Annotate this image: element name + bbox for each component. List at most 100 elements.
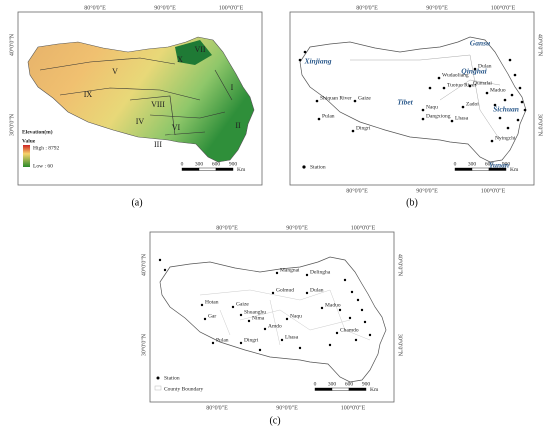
station-dot <box>437 76 441 80</box>
label: 40°0'0"N <box>537 34 544 57</box>
label: Lhasa <box>285 334 299 340</box>
station-dot <box>493 103 497 107</box>
label: Lhasa <box>455 115 469 121</box>
station-dot <box>461 105 465 109</box>
station-dot <box>468 84 472 88</box>
label: Pulan <box>322 113 335 119</box>
station-dot <box>348 316 352 320</box>
label: 900 <box>229 161 238 167</box>
station-dot <box>280 338 284 342</box>
label: Delingha <box>310 269 331 275</box>
label: Km <box>237 167 246 173</box>
legend-dot <box>156 376 160 380</box>
station-dot <box>263 327 267 331</box>
label: Shuanghu <box>244 309 266 315</box>
label: Dangxiong <box>426 113 451 119</box>
label: 600 <box>212 161 221 167</box>
label: Gaize <box>236 301 249 307</box>
station-dot <box>247 319 251 323</box>
station-dot <box>360 308 364 312</box>
panel-a <box>17 11 263 186</box>
label: 600 <box>485 161 494 167</box>
station-dot <box>320 306 324 310</box>
station-dot <box>335 331 339 335</box>
label: Tuotuo River <box>447 82 476 88</box>
label: High : 8792 <box>33 145 60 151</box>
station-dot <box>353 99 357 103</box>
station-dot <box>163 268 167 272</box>
station-dot <box>338 308 342 312</box>
label: Elevation(m) <box>22 128 53 135</box>
station-dot <box>421 117 425 121</box>
station-dot <box>258 348 262 352</box>
color-ramp <box>23 145 30 167</box>
label: Hotan <box>205 299 219 305</box>
label: Chamdo <box>340 327 359 333</box>
label: Maduo <box>325 302 341 308</box>
plateau <box>27 36 255 163</box>
station-dot <box>523 108 527 112</box>
label: 900 <box>362 381 371 387</box>
station-dot <box>305 291 309 295</box>
label: Dulan <box>310 287 324 293</box>
label: 30°0'0"N <box>397 334 404 357</box>
label: Maduo <box>490 87 506 93</box>
label: Low : 60 <box>33 163 53 169</box>
station-dot <box>508 58 512 62</box>
province-boundary <box>350 54 501 141</box>
station-dot <box>421 108 425 112</box>
label: Tibet <box>397 98 413 107</box>
label: Nima <box>252 315 265 321</box>
label: VI <box>172 123 181 132</box>
label: Xinjiang <box>303 57 331 66</box>
station-dot <box>271 291 275 295</box>
station-dot <box>503 98 507 102</box>
label: Golmud <box>276 287 294 293</box>
label: 30°0'0"N <box>8 113 15 136</box>
label: 90°0'0"E <box>276 404 298 411</box>
station-dot <box>328 343 332 347</box>
label: Qinghai <box>461 67 487 76</box>
station-dot <box>516 118 520 122</box>
label: 40°0'0"N <box>8 33 15 56</box>
label: II <box>235 121 241 130</box>
station-dot <box>231 305 235 309</box>
label: 100°0'0"E <box>481 187 506 194</box>
label: 0 <box>314 381 317 387</box>
station-dot <box>473 67 477 71</box>
scale-bar-segment <box>215 167 234 171</box>
label: 80°0'0"E <box>346 187 368 194</box>
label: Mangnai <box>280 267 300 273</box>
legend-swatch <box>154 385 162 391</box>
station-dot <box>450 119 454 123</box>
station-dot <box>158 258 162 262</box>
map-frame <box>149 231 395 403</box>
scale-bar-segment <box>181 167 200 171</box>
label: Pulan <box>216 337 229 343</box>
station-dot <box>510 93 514 97</box>
station-dot <box>285 317 289 321</box>
panel-b <box>289 11 535 186</box>
label: IX <box>84 90 93 99</box>
label: 100°0'0"E <box>351 224 376 231</box>
label: 300 <box>195 161 204 167</box>
label: 30°0'0"N <box>140 333 147 356</box>
label: Sichuan <box>493 105 519 114</box>
label: Km <box>510 167 519 173</box>
station-dot <box>298 58 302 62</box>
label: 40°0'0"N <box>397 254 404 277</box>
basin <box>175 40 212 65</box>
label: Wudaoliang <box>442 72 469 78</box>
station-dot <box>442 86 446 90</box>
label: 0 <box>454 161 457 167</box>
station-dot <box>343 278 347 282</box>
label: Station <box>164 375 180 381</box>
station-dot <box>350 290 354 294</box>
label: Gansu <box>470 39 490 48</box>
label: V <box>112 67 118 76</box>
label: Value <box>22 138 36 144</box>
station-dot <box>239 313 243 317</box>
station-dot <box>315 99 319 103</box>
label: Zadoi <box>466 101 479 107</box>
label: 80°0'0"E <box>216 224 238 231</box>
